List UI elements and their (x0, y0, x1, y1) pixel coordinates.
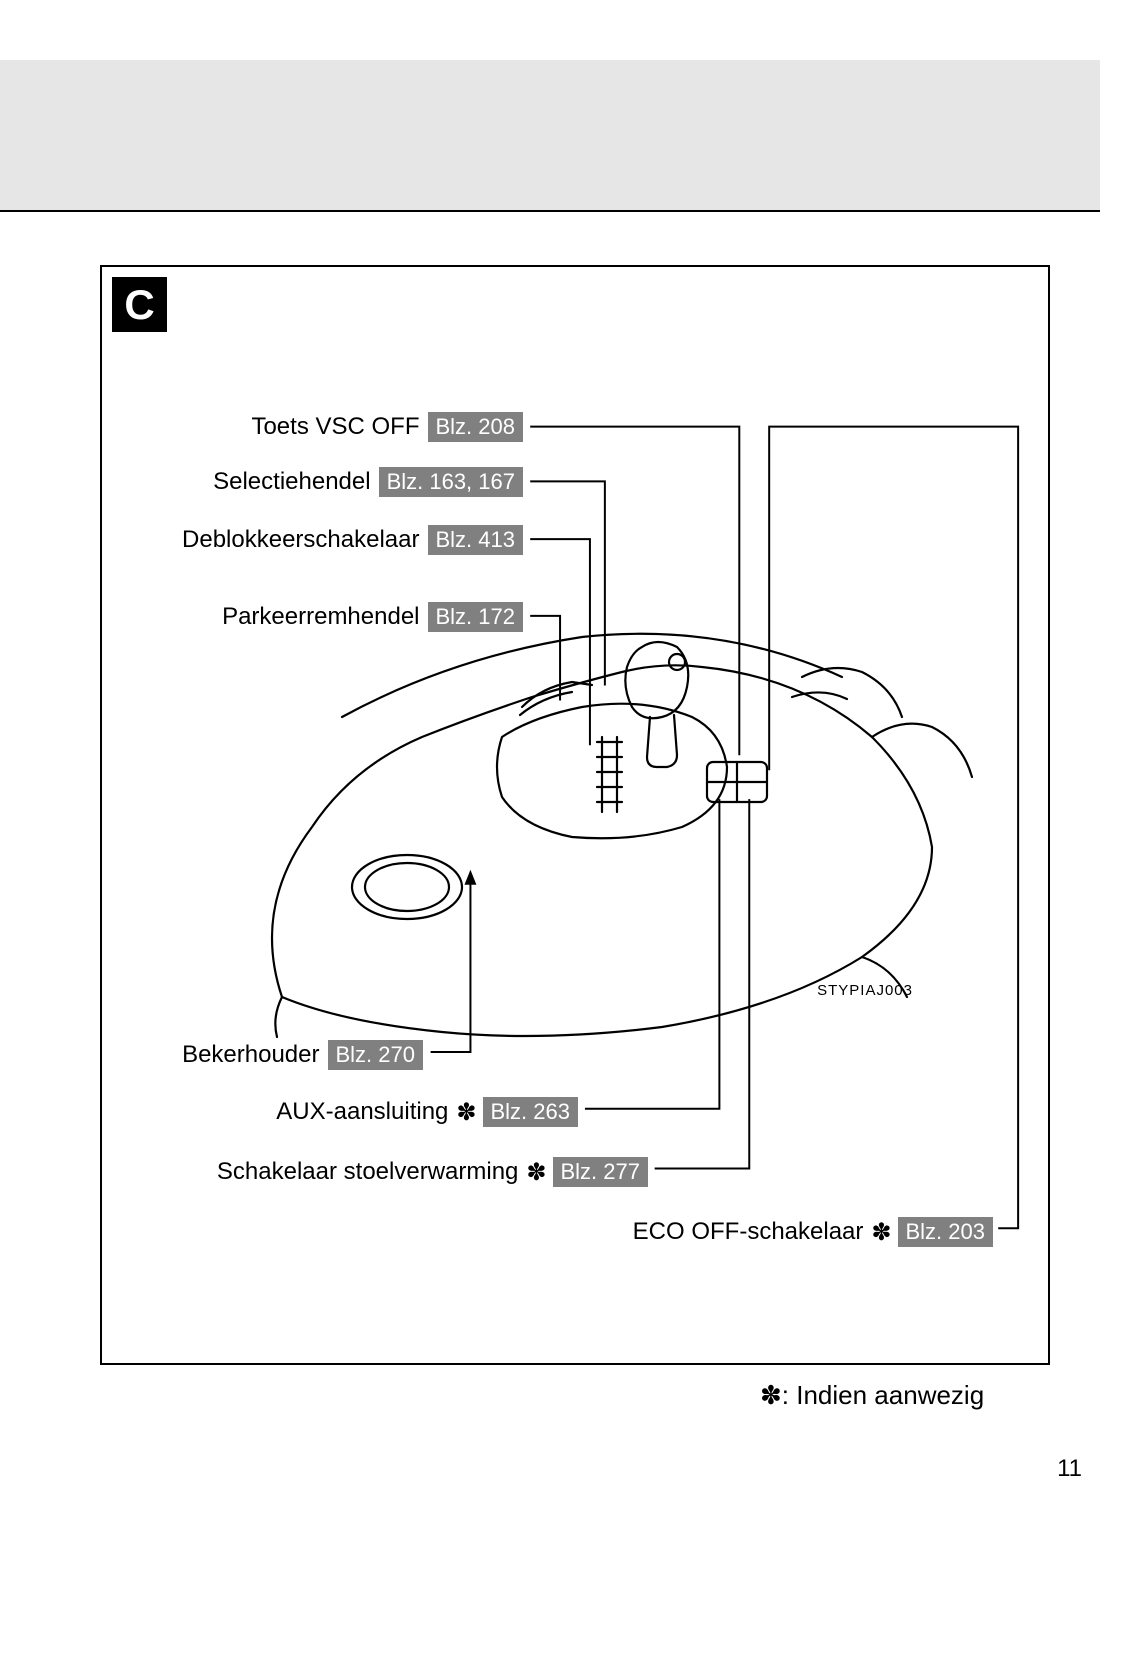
label-select-text: Selectiehendel (213, 468, 370, 496)
figure-code: STYPIAJ003 (817, 982, 913, 999)
figure-box: C (100, 265, 1050, 1365)
label-unlock-text: Deblokkeerschakelaar (182, 526, 419, 554)
label-pbrake: Parkeerremhendel Blz. 172 (222, 602, 523, 632)
footnote-text: : Indien aanwezig (782, 1380, 984, 1410)
label-aux-text: AUX-aansluiting (276, 1098, 448, 1126)
label-select-page: Blz. 163, 167 (379, 467, 523, 497)
page-number: 11 (1057, 1455, 1082, 1483)
label-cup-page: Blz. 270 (328, 1040, 424, 1070)
star-icon: ✽ (526, 1158, 546, 1187)
label-pbrake-page: Blz. 172 (428, 602, 524, 632)
label-vsc-page: Blz. 208 (428, 412, 524, 442)
star-icon: ✽ (871, 1218, 891, 1247)
label-ecooff-page: Blz. 203 (898, 1217, 994, 1247)
star-icon: ✽ (456, 1098, 476, 1127)
label-ecooff-text: ECO OFF-schakelaar (633, 1218, 864, 1246)
page: C (0, 0, 1142, 1654)
label-vsc-text: Toets VSC OFF (251, 413, 419, 441)
label-seatheat: Schakelaar stoelverwarming ✽ Blz. 277 (217, 1157, 648, 1187)
label-unlock: Deblokkeerschakelaar Blz. 413 (182, 525, 523, 555)
label-aux: AUX-aansluiting ✽ Blz. 263 (276, 1097, 578, 1127)
label-aux-page: Blz. 263 (483, 1097, 579, 1127)
label-select: Selectiehendel Blz. 163, 167 (213, 467, 523, 497)
label-pbrake-text: Parkeerremhendel (222, 603, 419, 631)
label-seatheat-text: Schakelaar stoelverwarming (217, 1158, 518, 1186)
footnote: ✽: Indien aanwezig (760, 1380, 984, 1411)
label-ecooff: ECO OFF-schakelaar ✽ Blz. 203 (633, 1217, 993, 1247)
star-icon: ✽ (760, 1380, 782, 1410)
label-cup: Bekerhouder Blz. 270 (182, 1040, 423, 1070)
label-cup-text: Bekerhouder (182, 1041, 319, 1069)
leader-lines (102, 267, 1048, 1363)
label-vsc: Toets VSC OFF Blz. 208 (251, 412, 523, 442)
header-band (0, 60, 1100, 212)
label-seatheat-page: Blz. 277 (553, 1157, 649, 1187)
label-unlock-page: Blz. 413 (428, 525, 524, 555)
